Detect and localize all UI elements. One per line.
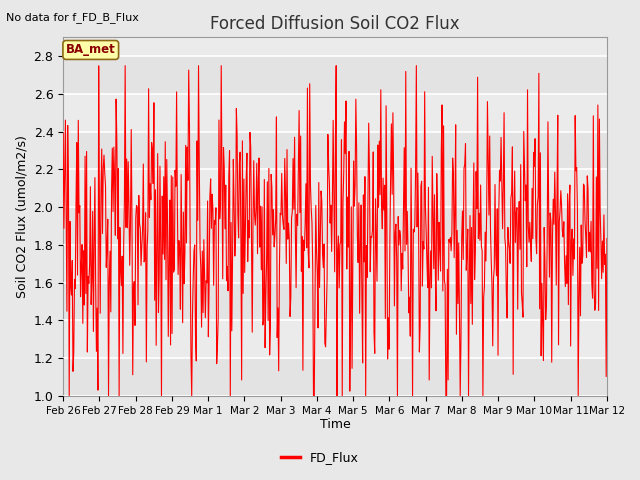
Bar <box>63 283 607 321</box>
Bar <box>63 94 607 132</box>
Bar <box>63 321 607 358</box>
Bar <box>63 358 607 396</box>
Text: No data for f_FD_B_Flux: No data for f_FD_B_Flux <box>6 12 140 23</box>
Y-axis label: Soil CO2 Flux (umol/m2/s): Soil CO2 Flux (umol/m2/s) <box>15 135 28 298</box>
Title: Forced Diffusion Soil CO2 Flux: Forced Diffusion Soil CO2 Flux <box>210 15 460 33</box>
Bar <box>63 207 607 245</box>
Bar <box>63 245 607 283</box>
Legend: FD_Flux: FD_Flux <box>276 446 364 469</box>
Bar <box>63 132 607 169</box>
Bar <box>63 169 607 207</box>
Bar <box>63 56 607 94</box>
X-axis label: Time: Time <box>319 419 351 432</box>
Text: BA_met: BA_met <box>66 44 116 57</box>
